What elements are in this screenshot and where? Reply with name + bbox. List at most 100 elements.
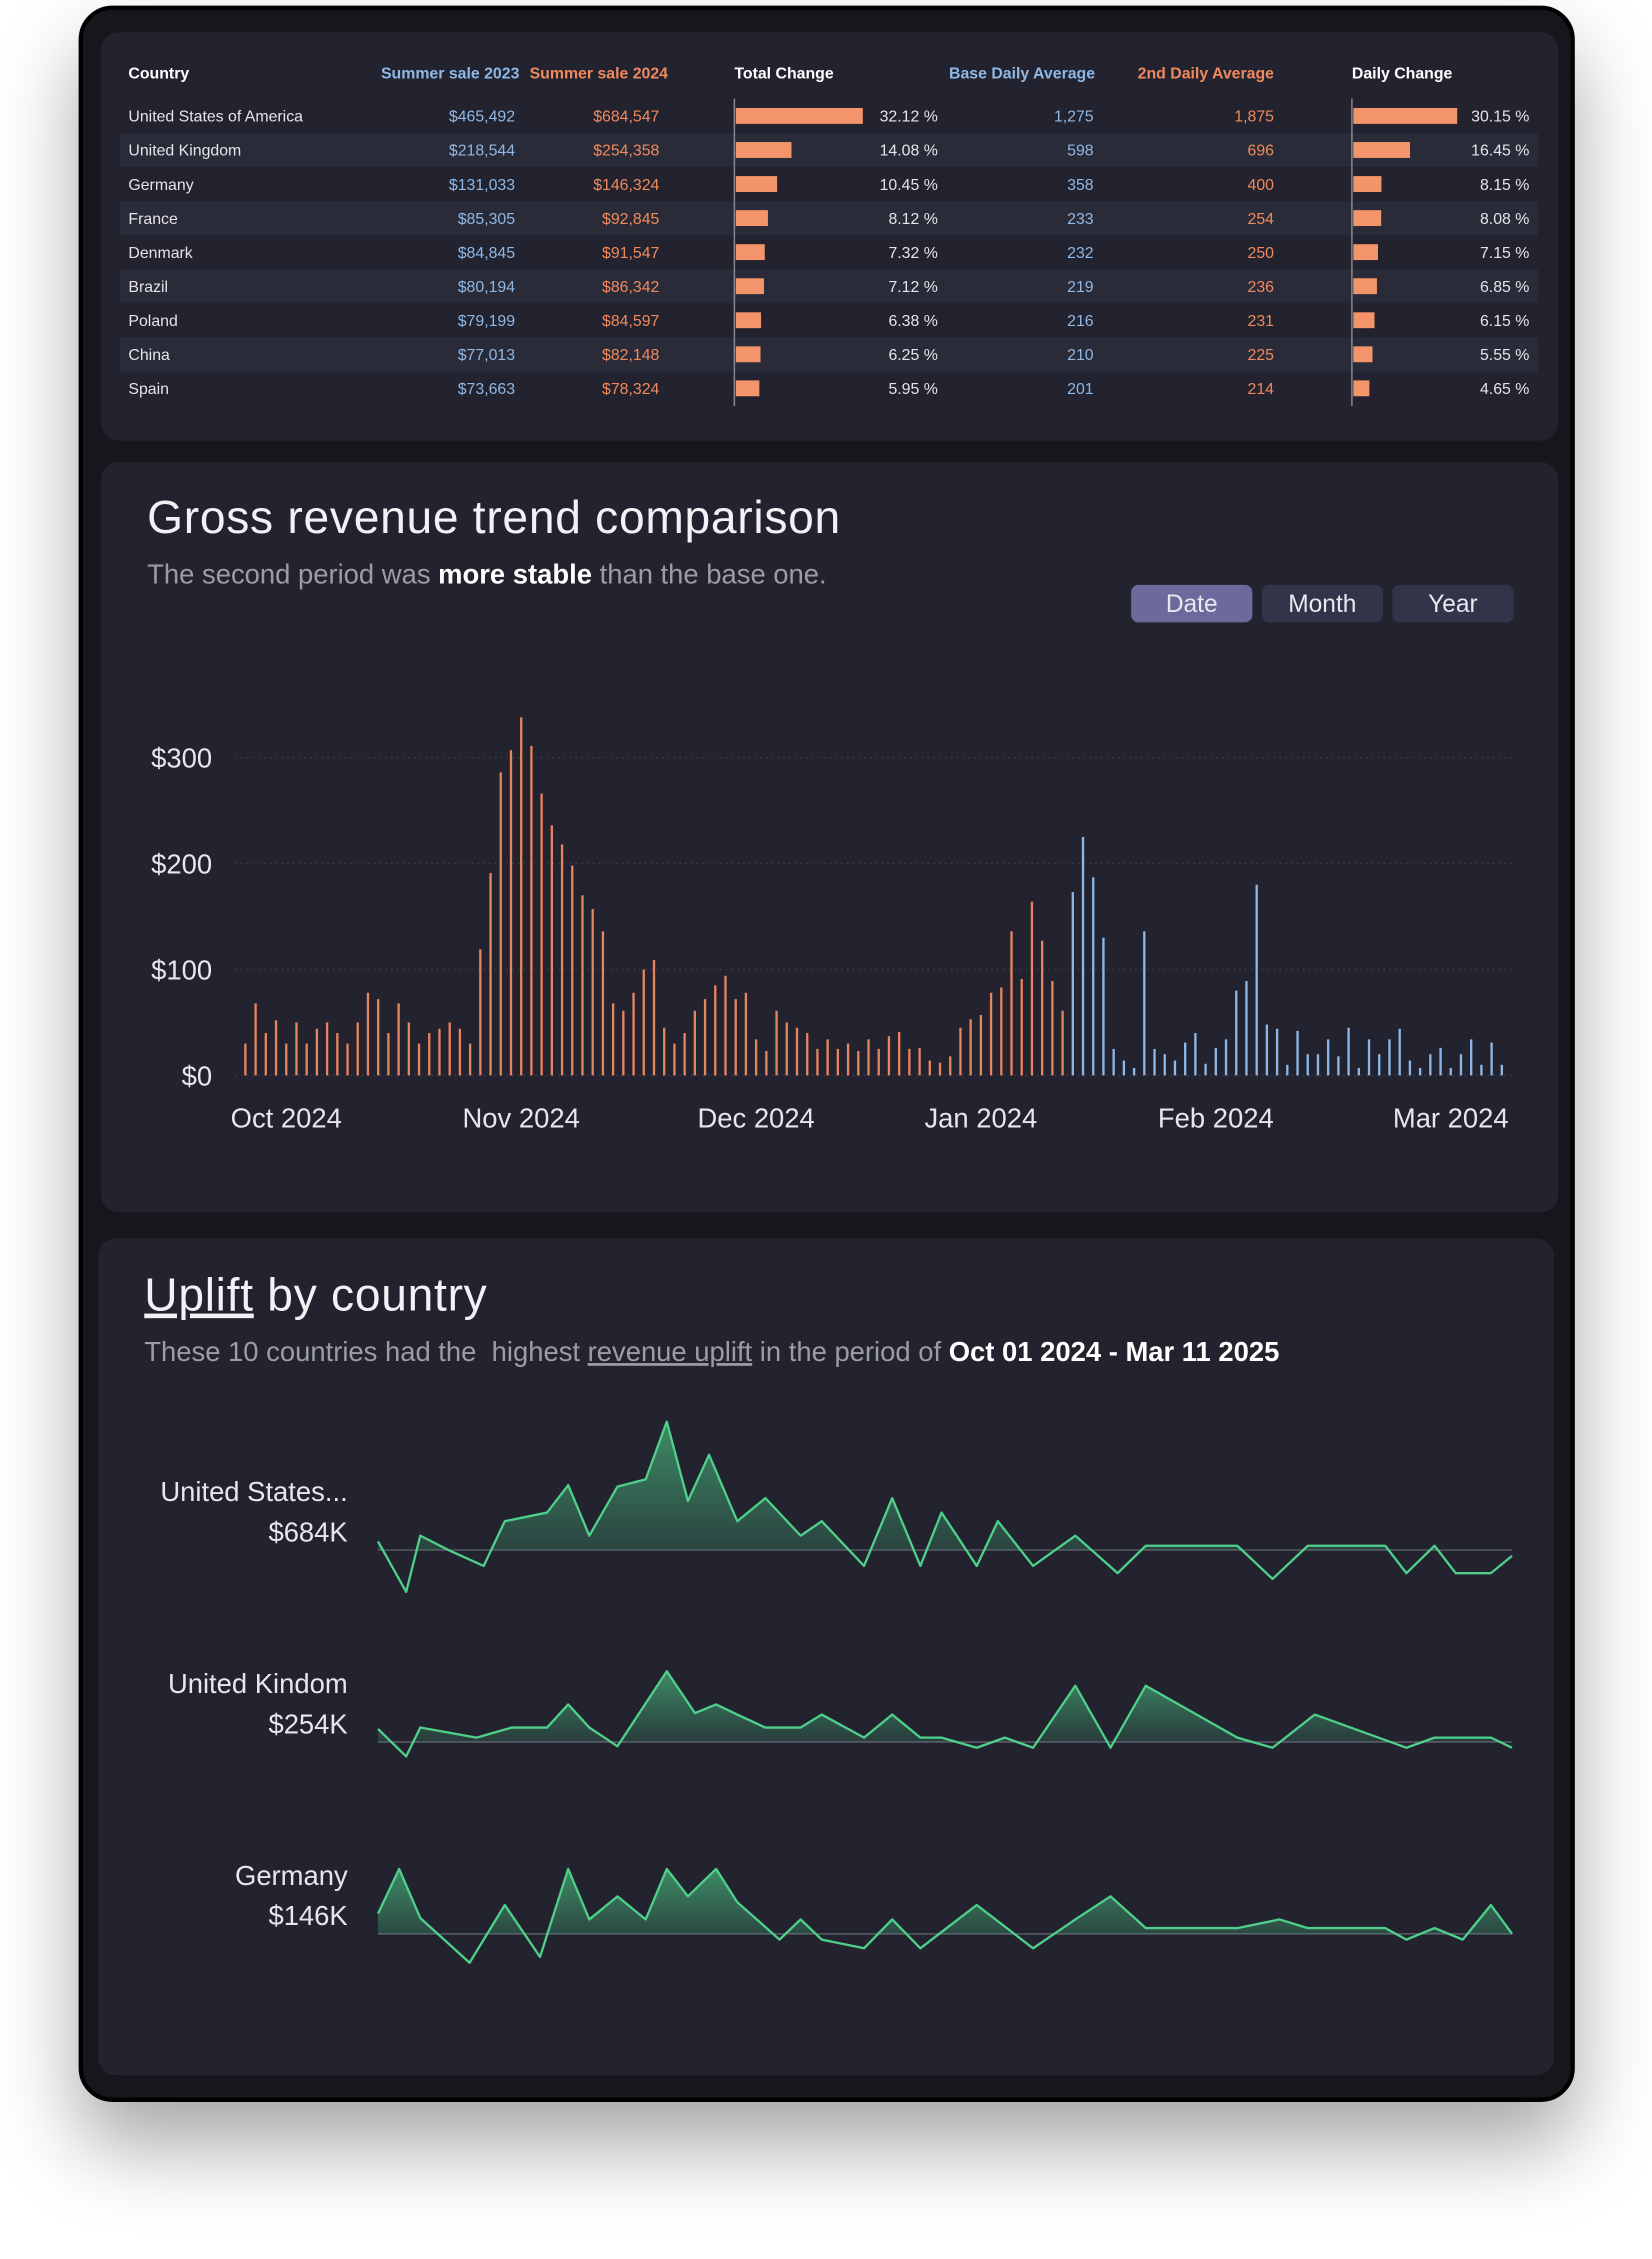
button-label[interactable]: Date: [1166, 591, 1218, 618]
table-cell: $77,013: [458, 347, 516, 364]
subtitle-emphasis: more stable: [438, 558, 592, 589]
table-cell: $86,342: [602, 279, 660, 296]
bar: [1439, 1047, 1442, 1076]
bar: [1071, 892, 1074, 1076]
bar: [1296, 1030, 1299, 1076]
table-cell: Brazil: [128, 279, 168, 296]
bar: [1408, 1060, 1412, 1076]
area: [378, 1671, 1513, 1742]
table-cell: Spain: [128, 381, 169, 398]
column-header: Country: [128, 65, 189, 82]
bar: [1500, 1064, 1503, 1076]
x-tick-label: Nov 2024: [463, 1102, 580, 1133]
bar: [1306, 1054, 1309, 1076]
bar: [846, 1043, 850, 1076]
bar: [540, 793, 543, 1076]
button-bg[interactable]: [1131, 584, 1253, 623]
row-stripe: [119, 201, 1539, 236]
button-label[interactable]: Year: [1428, 591, 1478, 618]
bar: [468, 1043, 472, 1076]
bar: [1388, 1039, 1391, 1076]
row-stripe: [119, 132, 1539, 168]
bar: [1418, 1067, 1422, 1076]
bar: [622, 1010, 625, 1076]
bar: [356, 1022, 359, 1076]
daily-change-bar: [1353, 346, 1373, 363]
bar: [1337, 1056, 1340, 1076]
table-cell: $82,148: [602, 347, 660, 364]
row-stripe: [119, 337, 1539, 372]
bar: [346, 1043, 349, 1076]
table-cell: $80,194: [458, 279, 516, 296]
table-cell: $78,324: [602, 381, 660, 398]
period-button[interactable]: Date: [1131, 584, 1253, 623]
button-bg[interactable]: [1392, 584, 1514, 623]
column-header: Base Daily Average: [949, 65, 1095, 82]
bar: [591, 909, 594, 1076]
table-cell: 233: [1067, 211, 1094, 228]
bar: [703, 999, 707, 1076]
subtitle-period: Oct 01 2024 - Mar 11 2025: [949, 1336, 1280, 1367]
country-label: United Kindom: [168, 1668, 348, 1699]
table-cell: 5.95 %: [888, 381, 937, 398]
bar: [949, 1056, 952, 1076]
daily-change-bar: [1353, 142, 1411, 158]
bar: [836, 1048, 840, 1076]
bar: [581, 895, 584, 1076]
bar: [959, 1027, 962, 1076]
table-cell: 6.85 %: [1480, 279, 1529, 296]
table-cell: 16.45 %: [1471, 143, 1529, 160]
bar: [806, 1033, 809, 1076]
bar: [1245, 981, 1248, 1076]
bar: [1480, 1064, 1483, 1076]
table-cell: 232: [1067, 245, 1094, 262]
table-cell: 231: [1248, 313, 1275, 330]
bar: [1000, 987, 1003, 1076]
bar: [928, 1060, 931, 1076]
button-bg[interactable]: [1261, 584, 1383, 623]
bar: [1081, 837, 1085, 1076]
table-cell: China: [128, 347, 170, 364]
period-button[interactable]: Year: [1392, 584, 1514, 623]
bar: [571, 865, 574, 1076]
line: [377, 1420, 1513, 1594]
daily-change-bar: [1353, 278, 1377, 295]
total-change-bar: [735, 210, 768, 227]
x-tick-label: Feb 2024: [1158, 1102, 1274, 1133]
table-cell: $84,845: [458, 245, 516, 262]
bar: [795, 1027, 799, 1076]
bar: [1184, 1042, 1187, 1076]
bar: [754, 1039, 758, 1076]
bar: [1286, 1064, 1289, 1076]
bar: [1316, 1054, 1320, 1076]
subtitle-part: These 10 countries had the highest: [144, 1336, 587, 1367]
table-cell: 358: [1067, 177, 1094, 194]
bar: [1224, 1039, 1228, 1076]
total-change-bar: [735, 108, 863, 124]
table-cell: 219: [1067, 279, 1094, 296]
bar: [1092, 877, 1095, 1076]
chart-title: Gross revenue trend comparison: [147, 491, 841, 543]
table-cell: 1,875: [1234, 109, 1274, 126]
bar: [366, 992, 370, 1076]
bar: [428, 1033, 431, 1076]
table-cell: $684,547: [593, 109, 659, 126]
table-cell: 6.38 %: [888, 313, 937, 330]
bar: [857, 1051, 860, 1076]
bar: [1214, 1047, 1217, 1076]
bar: [458, 1028, 462, 1076]
table-cell: 214: [1248, 381, 1275, 398]
bar: [1459, 1054, 1463, 1076]
bar: [1173, 1060, 1177, 1076]
bar: [1490, 1042, 1493, 1076]
period-button[interactable]: Month: [1261, 584, 1383, 623]
title-part: by country: [254, 1269, 488, 1321]
bar: [1398, 1028, 1401, 1076]
table-cell: 7.15 %: [1480, 245, 1529, 262]
button-label[interactable]: Month: [1288, 591, 1356, 618]
daily-change-bar: [1353, 312, 1375, 329]
table-cell: $465,492: [449, 109, 515, 126]
bar: [1367, 1039, 1371, 1076]
table: Country Summer sale 2023 Summer sale 2024 T…: [119, 65, 1539, 406]
subtitle-link: revenue uplift: [588, 1336, 753, 1367]
